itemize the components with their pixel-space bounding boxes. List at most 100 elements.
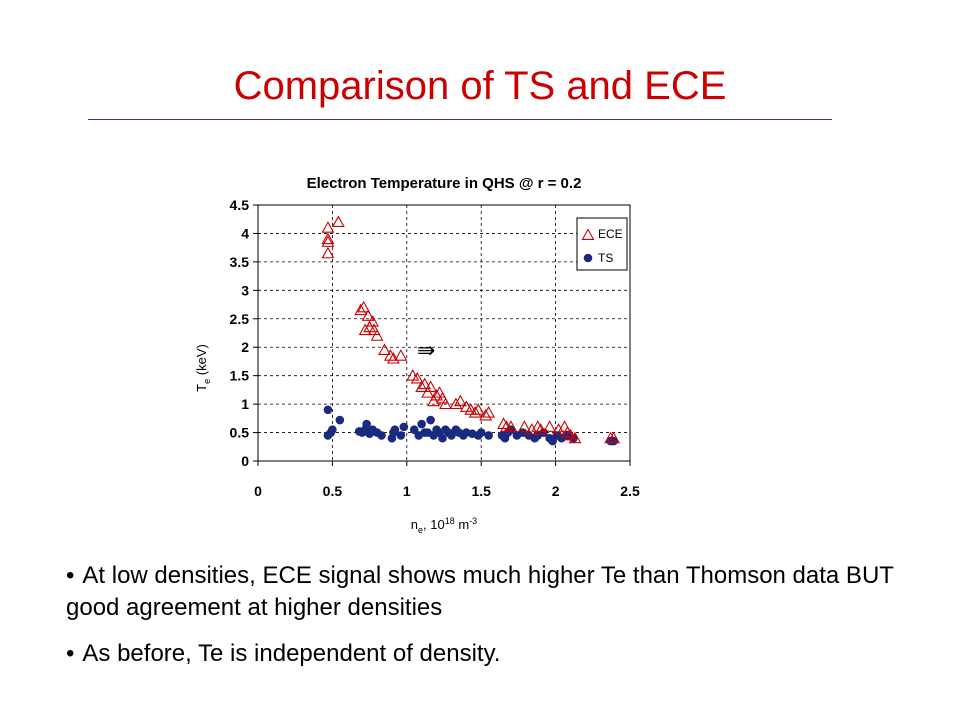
x-axis-label-part: m	[455, 517, 469, 532]
ece-point	[525, 423, 539, 435]
ece-point	[558, 420, 571, 432]
ece-point	[415, 380, 429, 392]
ece-point	[504, 420, 518, 432]
ece-point	[568, 431, 582, 444]
y-tick-label: 1	[241, 396, 249, 412]
ece-point	[427, 394, 441, 407]
ece-point	[534, 423, 548, 435]
ece-point	[436, 391, 449, 404]
bullet-item: • As before, Te is independent of density…	[66, 638, 926, 670]
ece-point	[468, 406, 482, 418]
ts-point	[335, 415, 345, 425]
ts-point	[476, 428, 486, 437]
ece-point	[354, 303, 368, 316]
x-tick-label: 0.5	[323, 483, 343, 499]
ece-point	[383, 349, 397, 361]
ts-point	[390, 425, 400, 435]
ts-point	[396, 431, 406, 440]
ts-point	[417, 419, 426, 429]
y-axis-label: Te (keV)	[194, 344, 212, 392]
ece-point	[552, 423, 566, 435]
bullet-text: At low densities, ECE signal shows much …	[66, 562, 894, 621]
ece-point	[449, 397, 463, 410]
ece-point	[424, 380, 438, 392]
title-underline	[88, 119, 832, 120]
ece-point	[370, 329, 384, 341]
ece-point	[331, 215, 345, 228]
y-axis-label-part: (keV)	[194, 344, 209, 379]
annotation-arrow: ⇛	[417, 338, 435, 363]
ts-point	[323, 405, 333, 415]
scatter-chart: Electron Temperature in QHS @ r = 0.2 0 0.…	[194, 175, 640, 535]
x-axis-label-part: e	[418, 525, 423, 535]
x-axis-label-part: , 10	[423, 517, 445, 532]
x-tick-label: 0	[254, 483, 262, 499]
ece-point	[517, 420, 531, 432]
ts-point	[426, 415, 435, 425]
ece-point	[361, 309, 375, 321]
ece-point	[471, 403, 485, 415]
x-tick-label: 2.5	[620, 483, 640, 499]
y-tick-label: 4.5	[230, 197, 250, 213]
y-tick-label: 2.5	[230, 311, 250, 327]
legend-ts-label: TS	[598, 251, 613, 265]
y-tick-label: 3.5	[230, 254, 250, 270]
ece-point	[321, 232, 335, 245]
x-axis-label-part: 18	[445, 516, 455, 526]
ece-point	[321, 235, 335, 247]
ece-point	[561, 425, 574, 438]
ece-point	[321, 221, 335, 233]
legend-ece-marker	[581, 228, 595, 240]
bullet-dot-icon: •	[66, 562, 75, 589]
ts-point	[377, 431, 386, 440]
y-tick-label: 2	[241, 339, 249, 355]
y-tick-label: 3	[241, 282, 249, 298]
y-tick-label: 0.5	[230, 425, 250, 441]
legend-ts-marker	[583, 253, 593, 263]
ece-point	[497, 417, 510, 429]
ece-point	[482, 406, 496, 418]
ece-point	[357, 300, 371, 313]
ts-point	[328, 425, 337, 435]
ts-point	[447, 431, 456, 440]
y-tick-label: 0	[241, 453, 249, 469]
x-axis-label: ne, 1018 m-3	[411, 516, 477, 535]
ts-point	[548, 436, 557, 446]
y-axis-label-part: T	[194, 384, 209, 392]
bullet-dot-icon: •	[66, 640, 75, 667]
slide-title: Comparison of TS and ECE	[233, 64, 727, 108]
y-tick-label: 1.5	[230, 368, 250, 384]
ece-point	[418, 377, 432, 390]
ts-point	[484, 431, 493, 440]
ece-point	[439, 397, 452, 410]
chart-title: Electron Temperature in QHS @ r = 0.2	[307, 175, 582, 192]
ece-point	[358, 323, 372, 336]
bullet-text: As before, Te is independent of density.	[82, 640, 501, 667]
x-tick-label: 1.5	[471, 483, 491, 499]
ece-point	[321, 246, 335, 259]
ece-point	[421, 386, 435, 398]
ece-point	[366, 314, 380, 327]
x-tick-label: 2	[552, 483, 560, 499]
bullet-list: • At low densities, ECE signal shows much…	[66, 560, 926, 684]
ece-point	[367, 323, 381, 336]
ece-point	[607, 431, 621, 444]
x-tick-label: 1	[403, 483, 411, 499]
ece-point	[430, 388, 443, 401]
ts-point	[438, 433, 447, 443]
ts-point	[362, 419, 371, 429]
y-tick-label: 4	[241, 225, 249, 241]
ece-point	[479, 408, 493, 421]
ts-point	[399, 422, 409, 432]
legend-ece-label: ECE	[598, 227, 623, 241]
ece-point	[410, 371, 424, 384]
ece-point	[531, 420, 545, 432]
ts-point	[409, 425, 419, 435]
y-axis-label-part: e	[202, 379, 212, 384]
ece-point	[394, 349, 408, 361]
x-axis-label-part: -3	[469, 516, 477, 526]
bullet-item: • At low densities, ECE signal shows much…	[66, 560, 926, 624]
ece-point	[543, 420, 557, 432]
x-axis-label-part: n	[411, 517, 418, 532]
ece-point	[433, 386, 446, 398]
